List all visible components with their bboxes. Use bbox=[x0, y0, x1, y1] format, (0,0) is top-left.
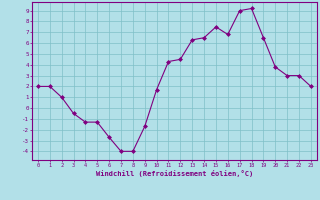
X-axis label: Windchill (Refroidissement éolien,°C): Windchill (Refroidissement éolien,°C) bbox=[96, 170, 253, 177]
